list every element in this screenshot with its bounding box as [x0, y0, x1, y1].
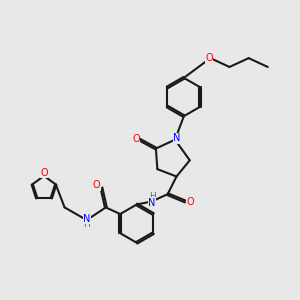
Text: N: N [83, 214, 90, 224]
Text: O: O [40, 168, 48, 178]
Text: O: O [205, 52, 213, 62]
Text: H: H [149, 192, 155, 201]
Text: O: O [93, 180, 100, 190]
Text: H: H [83, 220, 90, 229]
Text: N: N [148, 198, 156, 208]
Text: N: N [173, 133, 181, 143]
Text: O: O [187, 197, 194, 207]
Text: O: O [132, 134, 140, 143]
